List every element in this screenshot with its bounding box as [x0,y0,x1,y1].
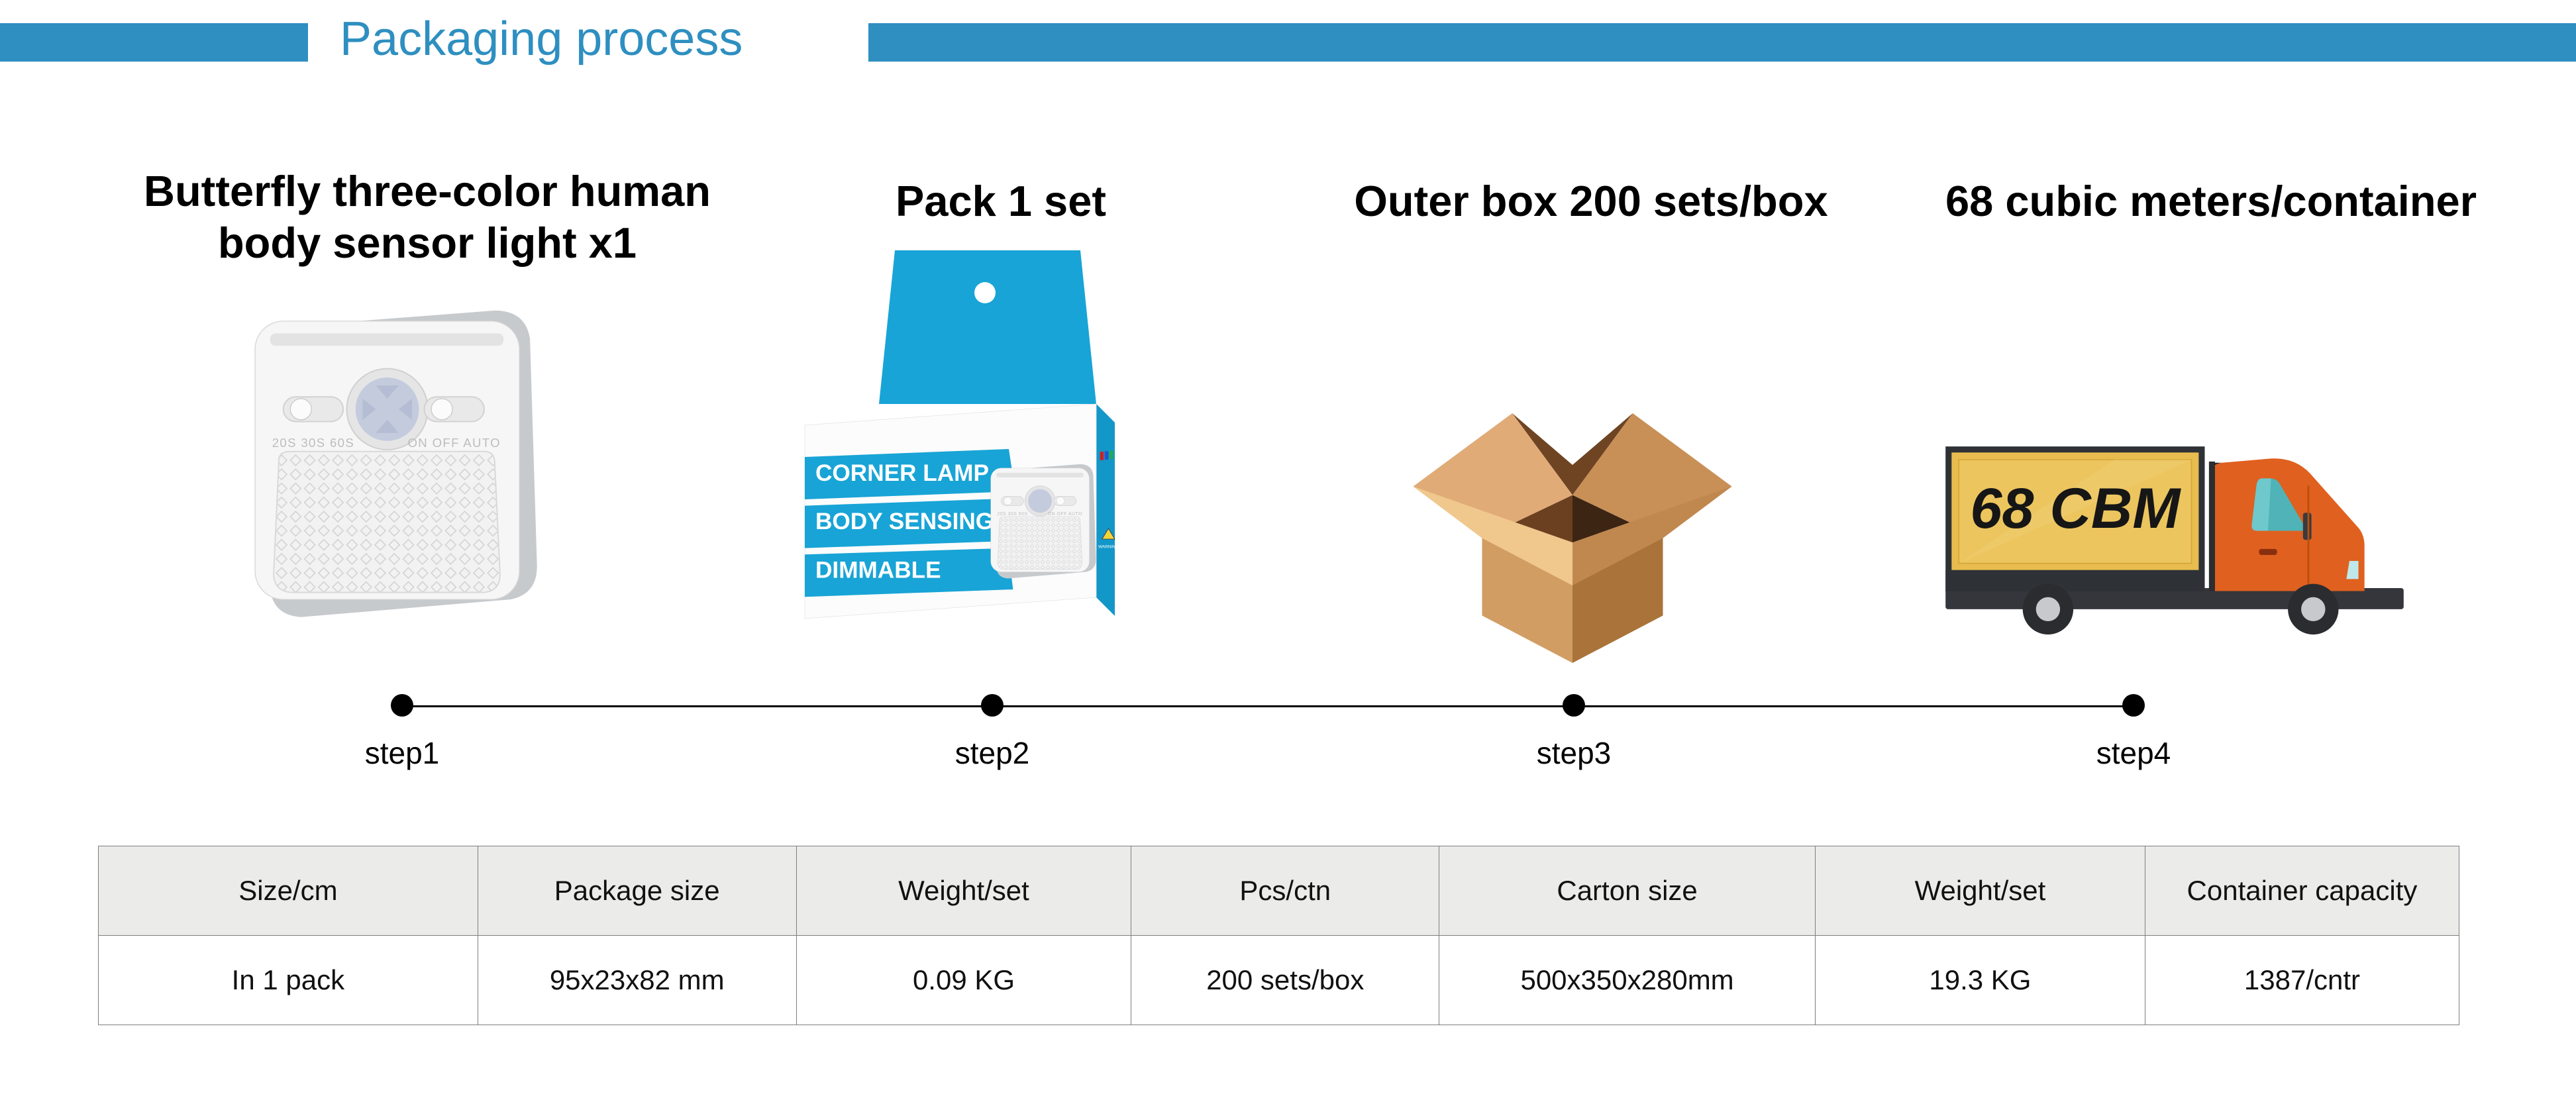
svg-text:ON OFF AUTO: ON OFF AUTO [1048,512,1082,517]
svg-text:20S 30S 60S: 20S 30S 60S [997,512,1027,517]
svg-text:20S 30S 60S: 20S 30S 60S [272,436,354,450]
svg-text:CORNER LAMP: CORNER LAMP [815,460,989,486]
svg-text:68 CBM: 68 CBM [1970,477,2181,540]
svg-text:ON OFF AUTO: ON OFF AUTO [408,436,501,450]
svg-text:DIMMABLE: DIMMABLE [815,557,941,583]
svg-text:BODY SENSING: BODY SENSING [815,509,994,534]
svg-text:WARNING: WARNING [1098,545,1119,550]
